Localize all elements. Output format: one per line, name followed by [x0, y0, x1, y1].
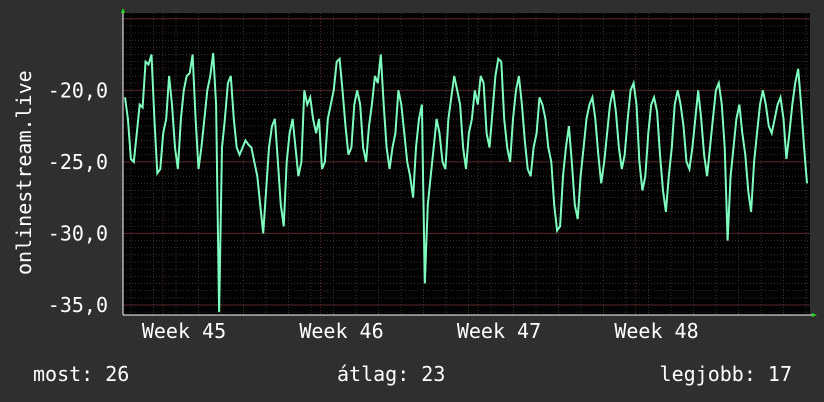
- x-tick-label: Week 46: [299, 319, 383, 343]
- footer-best: legjobb: 17: [660, 362, 792, 386]
- average-label: átlag:: [337, 362, 410, 386]
- best-value: 17: [767, 362, 792, 386]
- x-tick-label: Week 48: [614, 319, 698, 343]
- y-tick-label: -20,0: [48, 78, 108, 102]
- y-axis-arrow-icon: [121, 8, 125, 13]
- x-tick-labels: Week 45 Week 46 Week 47 Week 48: [142, 319, 699, 343]
- y-axis-label: onlinestream.live: [12, 70, 36, 275]
- best-label: legjobb:: [659, 362, 756, 386]
- current-value: 26: [105, 362, 130, 386]
- series-line: [124, 52, 808, 313]
- current-label: most:: [33, 362, 94, 386]
- y-tick-label: -35,0: [48, 293, 108, 317]
- x-tick-label: Week 45: [142, 319, 226, 343]
- y-tick-labels: -20,0 -25,0 -30,0 -35,0: [48, 78, 108, 317]
- average-value: 23: [421, 362, 446, 386]
- y-tick-label: -25,0: [48, 150, 108, 174]
- x-tick-label: Week 47: [457, 319, 541, 343]
- y-tick-label: -30,0: [48, 221, 108, 245]
- footer-average: átlag: 23: [337, 362, 445, 386]
- x-axis-arrow-icon: [812, 313, 817, 317]
- footer-current: most: 26: [33, 362, 129, 386]
